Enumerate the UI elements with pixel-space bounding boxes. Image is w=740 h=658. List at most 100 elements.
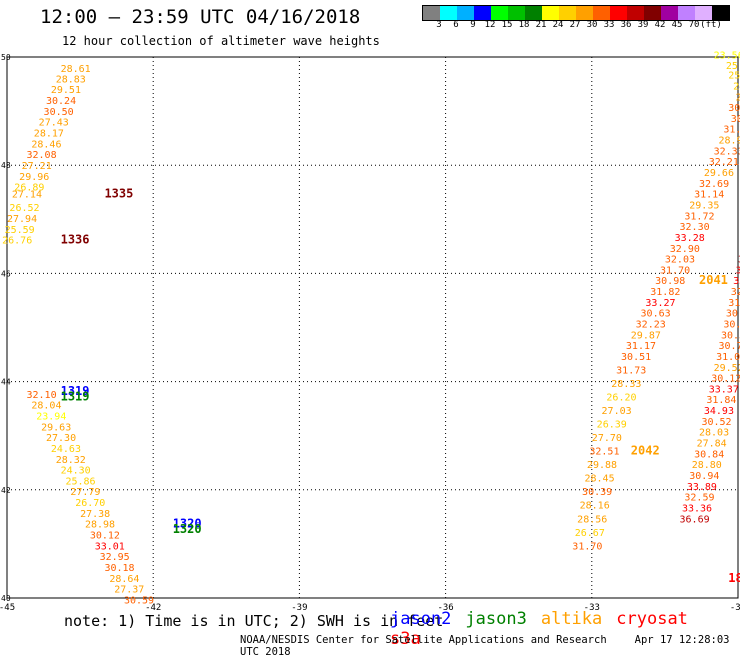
color-scale-tick: 45 (671, 20, 683, 30)
color-swatch-9 (576, 6, 593, 20)
wave-height-label: 30.94 (689, 471, 719, 482)
wave-height-label: 32.23 (636, 320, 666, 331)
wave-height-label: 32.08 (26, 150, 56, 161)
color-scale-tick: 30 (586, 20, 598, 30)
wave-height-label: 24.63 (51, 444, 81, 455)
credit-line: NOAA/NESDIS Center for Satellite Applica… (240, 634, 740, 658)
wave-height-label: 31.73 (616, 365, 646, 376)
wave-height-label: 27.43 (39, 118, 69, 129)
wave-height-label: 26.39 (597, 420, 627, 431)
wave-height-label: 33.67 (733, 276, 740, 287)
y-tick-label: 40 (1, 594, 11, 603)
x-tick-label: -36 (437, 603, 453, 613)
wave-height-label: 26.76 (2, 236, 32, 247)
wave-height-label: 36.69 (680, 514, 710, 525)
x-tick-label: -45 (0, 603, 15, 613)
wave-height-label: 30.18 (104, 563, 134, 574)
x-tick-label: -42 (145, 603, 161, 613)
wave-height-label: 27.14 (12, 190, 42, 201)
wave-height-label: 26.52 (9, 203, 39, 214)
wave-height-label: 28.36 (736, 92, 740, 103)
color-swatch-14 (661, 6, 678, 20)
color-swatch-17 (712, 6, 729, 20)
time-annotation: 2042 (631, 444, 660, 458)
color-swatch-7 (542, 6, 559, 20)
wave-height-label: 25.13 (726, 61, 740, 72)
wave-height-label: 24.30 (61, 466, 91, 477)
y-tick-label: 44 (1, 378, 11, 387)
legend-altika: altika (540, 609, 603, 629)
wave-height-label: 31.70 (572, 541, 602, 552)
color-scale-tick: 42 (654, 20, 666, 30)
color-scale-tick: 15 (501, 20, 513, 30)
page-subtitle: 12 hour collection of altimeter wave hei… (62, 34, 380, 48)
color-swatch-11 (610, 6, 627, 20)
wave-height-label: 26.20 (606, 393, 636, 404)
wave-height-label: 32.05 (731, 287, 740, 298)
wave-height-label: 29.87 (631, 330, 661, 341)
wave-height-label: 32.30 (680, 222, 710, 233)
time-annotation: 2041 (699, 273, 728, 287)
wave-height-label: 27.79 (70, 487, 100, 498)
wave-height-label: 32.90 (670, 244, 700, 255)
legend-jason3: jason3 (465, 609, 527, 629)
time-annotation: 1336 (61, 233, 90, 247)
legend-cryosat-s3a: cryosat s3a (390, 609, 688, 649)
wave-height-label: 25.59 (5, 225, 35, 236)
wave-height-label: 30.98 (655, 276, 685, 287)
wave-height-label: 30.39 (582, 487, 612, 498)
y-tick-label: 48 (1, 161, 11, 170)
y-tick-label: 46 (1, 269, 11, 278)
wave-height-label: 30.12 (90, 530, 120, 541)
time-annotation: 185 (728, 571, 740, 585)
wave-height-label: 28.98 (719, 136, 740, 147)
wave-height-label: 31.70 (660, 265, 690, 276)
wave-height-label: 30.08 (728, 103, 740, 114)
wave-height-label: 28.98 (85, 520, 115, 531)
wave-height-label: 28.83 (56, 74, 86, 85)
color-swatch-8 (559, 6, 576, 20)
wave-height-label: 33.36 (682, 503, 712, 514)
plot-frame (6, 56, 739, 599)
wave-height-label: 23.94 (36, 411, 66, 422)
x-tick-label: -33 (584, 603, 600, 613)
wave-height-label: 32.03 (665, 255, 695, 266)
wave-height-label: 32.51 (589, 447, 619, 458)
wave-height-label: 23.56 (714, 51, 740, 62)
wave-height-label: 32.10 (26, 390, 56, 401)
wave-height-label: 26.67 (575, 528, 605, 539)
wave-height-label: 30.61 (723, 320, 740, 331)
time-annotation: 1319 (61, 384, 90, 398)
y-tick-label: 50 (1, 53, 11, 62)
wave-height-label: 26.70 (75, 498, 105, 509)
wave-height-label: 30.24 (46, 96, 76, 107)
wave-height-label: 27.37 (114, 585, 144, 596)
wave-height-label: 28.32 (56, 455, 86, 466)
wave-height-label: 31.84 (706, 395, 736, 406)
wave-height-label: 25.48 (728, 71, 740, 82)
color-scale-tick: (ft) (700, 20, 722, 30)
wave-height-label: 30.51 (621, 352, 651, 363)
wave-height-label: 30.78 (719, 341, 740, 352)
wave-height-label: 30.51 (721, 330, 740, 341)
color-swatch-13 (644, 6, 661, 20)
wave-height-label: 27.30 (46, 433, 76, 444)
wave-height-label: 31.74 (723, 125, 740, 136)
color-scale-tick: 6 (453, 20, 459, 30)
wave-height-label: 29.52 (714, 363, 740, 374)
credit-text: NOAA/NESDIS Center for Satellite Applica… (240, 634, 607, 646)
wave-height-label: 27.70 (592, 433, 622, 444)
page-title: 12:00 – 23:59 UTC 04/16/2018 (40, 6, 361, 28)
wave-height-label: 30.50 (44, 107, 74, 118)
color-scale-tick: 24 (552, 20, 564, 30)
time-annotation: 1319 (61, 390, 90, 404)
wave-height-label: 31.08 (716, 352, 740, 363)
wave-height-label: 32.21 (709, 157, 739, 168)
wave-height-label: 28.56 (577, 514, 607, 525)
wave-height-label: 27.21 (22, 161, 52, 172)
wave-height-label: 32.33 (714, 146, 740, 157)
wave-height-label: 30.75 (726, 309, 740, 320)
wave-height-label: 33.28 (675, 233, 705, 244)
wave-height-label: 36.10 (738, 255, 740, 266)
